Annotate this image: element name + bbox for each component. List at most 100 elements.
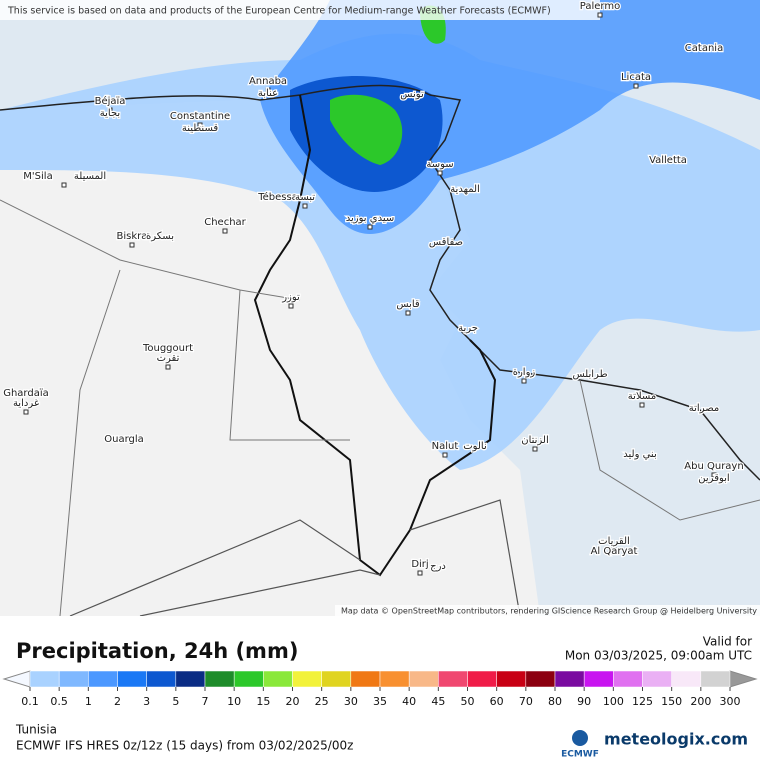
legend-title: Precipitation, 24h (mm) — [16, 639, 298, 663]
place-marker — [129, 242, 135, 248]
place-label: Ghardaïa — [3, 388, 49, 399]
scale-tick-label: 0.5 — [50, 695, 68, 708]
border — [69, 499, 521, 616]
place-label: Ouargla — [104, 434, 144, 445]
place-label: قسنطينة — [182, 123, 219, 134]
notice: This service is based on data and produc… — [7, 6, 551, 17]
scale-bin — [29, 670, 60, 688]
scale-bin — [583, 670, 614, 688]
scale-bin — [321, 670, 352, 688]
place-label: توزر — [281, 292, 300, 303]
region: Tunisia — [15, 723, 57, 737]
scale-tick-label: 45 — [431, 695, 445, 708]
place-marker — [633, 83, 639, 89]
place-marker — [165, 364, 171, 370]
scale-tick-label: 150 — [661, 695, 682, 708]
site-logo: meteologix.com — [604, 730, 748, 749]
scale-bin — [175, 670, 206, 688]
place-label: مصراتة — [689, 403, 719, 414]
map: This service is based on data and produc… — [0, 0, 760, 616]
scale-bin — [263, 670, 293, 688]
place-label: Valletta — [649, 155, 687, 166]
attribution-bg — [335, 605, 760, 616]
ecmwf-logo: ECMWF — [561, 750, 599, 760]
scale-tick-label: 50 — [461, 695, 475, 708]
attribution: Map data © OpenStreetMap contributors, r… — [341, 607, 757, 616]
place-label: زوارة — [513, 367, 536, 378]
scale-tick-label: 15 — [256, 695, 270, 708]
place-label: Tébessa — [257, 191, 298, 203]
place-label: Al Qaryat — [591, 546, 638, 557]
scale-tick-label: 0.1 — [21, 695, 39, 708]
scale-arrow-high — [729, 670, 758, 688]
scale-tick-label: 7 — [202, 695, 209, 708]
ecmwf-icon — [572, 730, 588, 746]
place-marker — [265, 87, 271, 93]
valid-time: Mon 03/03/2025, 09:00am UTC — [565, 649, 752, 663]
scale-bin — [292, 670, 322, 688]
place-label: تبسة — [295, 192, 315, 203]
place-label: غرداية — [13, 398, 39, 409]
place-label: تونس — [400, 89, 424, 100]
precip-green — [330, 94, 403, 165]
scale-tick-label: 100 — [603, 695, 624, 708]
scale-bin — [554, 670, 585, 688]
scale-tick-label: 25 — [315, 695, 329, 708]
place-marker — [639, 402, 645, 408]
notice-bg — [0, 0, 600, 20]
place-marker — [367, 224, 373, 230]
scale-tick-label: 10 — [227, 695, 241, 708]
place-label: Abu Qurayn — [684, 461, 743, 472]
scale-bin — [467, 670, 497, 688]
model-info: ECMWF IFS HRES 0z/12z (15 days) from 03/… — [16, 739, 353, 753]
place-label: بني وليد — [623, 449, 656, 460]
place-marker — [61, 182, 67, 188]
place-label: Nalut — [432, 441, 459, 452]
scale-bin — [671, 670, 702, 688]
scale-bin — [496, 670, 527, 688]
place-marker — [711, 472, 717, 478]
place-marker — [23, 409, 29, 415]
scale-tick-label: 60 — [490, 695, 504, 708]
scale-tick-label: 40 — [402, 695, 416, 708]
scale-bin — [350, 670, 381, 688]
place-label: صفاقس — [429, 237, 463, 248]
place-marker — [442, 452, 448, 458]
scale-bin — [146, 670, 177, 688]
scale-bin — [408, 670, 439, 688]
place-marker — [288, 303, 294, 309]
scale-tick-label: 2 — [114, 695, 121, 708]
place-marker — [532, 446, 538, 452]
place-label: Biskra — [117, 231, 148, 242]
admin-border — [0, 199, 760, 616]
place-label: بسكرة — [146, 231, 174, 242]
place-label: المهدية — [450, 184, 480, 195]
place-label: الزنتان — [521, 435, 549, 446]
scale-bin — [88, 670, 118, 688]
legend: Precipitation, 24h (mm) Valid for Mon 03… — [2, 635, 758, 760]
place-label: عنابة — [258, 88, 278, 99]
place-label: سيدي بوزيد — [346, 213, 394, 224]
place-marker — [437, 170, 443, 176]
scale-bin — [233, 670, 264, 688]
scale-bin — [58, 670, 89, 688]
scale-tick-label: 300 — [720, 695, 741, 708]
place-label: سوسة — [426, 159, 453, 170]
place-label: ابوقرين — [698, 473, 729, 484]
place-label: مسلاتة — [628, 391, 656, 402]
scale-bin — [613, 670, 643, 688]
place-label: Palermo — [580, 1, 620, 12]
scale-bin — [117, 670, 147, 688]
place-label: قابس — [396, 299, 420, 310]
scale-bin — [204, 670, 235, 688]
place-label: طرابلس — [572, 369, 607, 380]
scale-tick-label: 80 — [548, 695, 562, 708]
place-label: Dirj — [411, 559, 428, 570]
coastline — [0, 84, 760, 481]
place-label: Constantine — [170, 111, 230, 122]
place-label: Chechar — [204, 217, 246, 228]
place-label: M'Sila — [23, 171, 52, 182]
place-label: Licata — [621, 72, 651, 83]
place-label: درج — [430, 561, 446, 572]
